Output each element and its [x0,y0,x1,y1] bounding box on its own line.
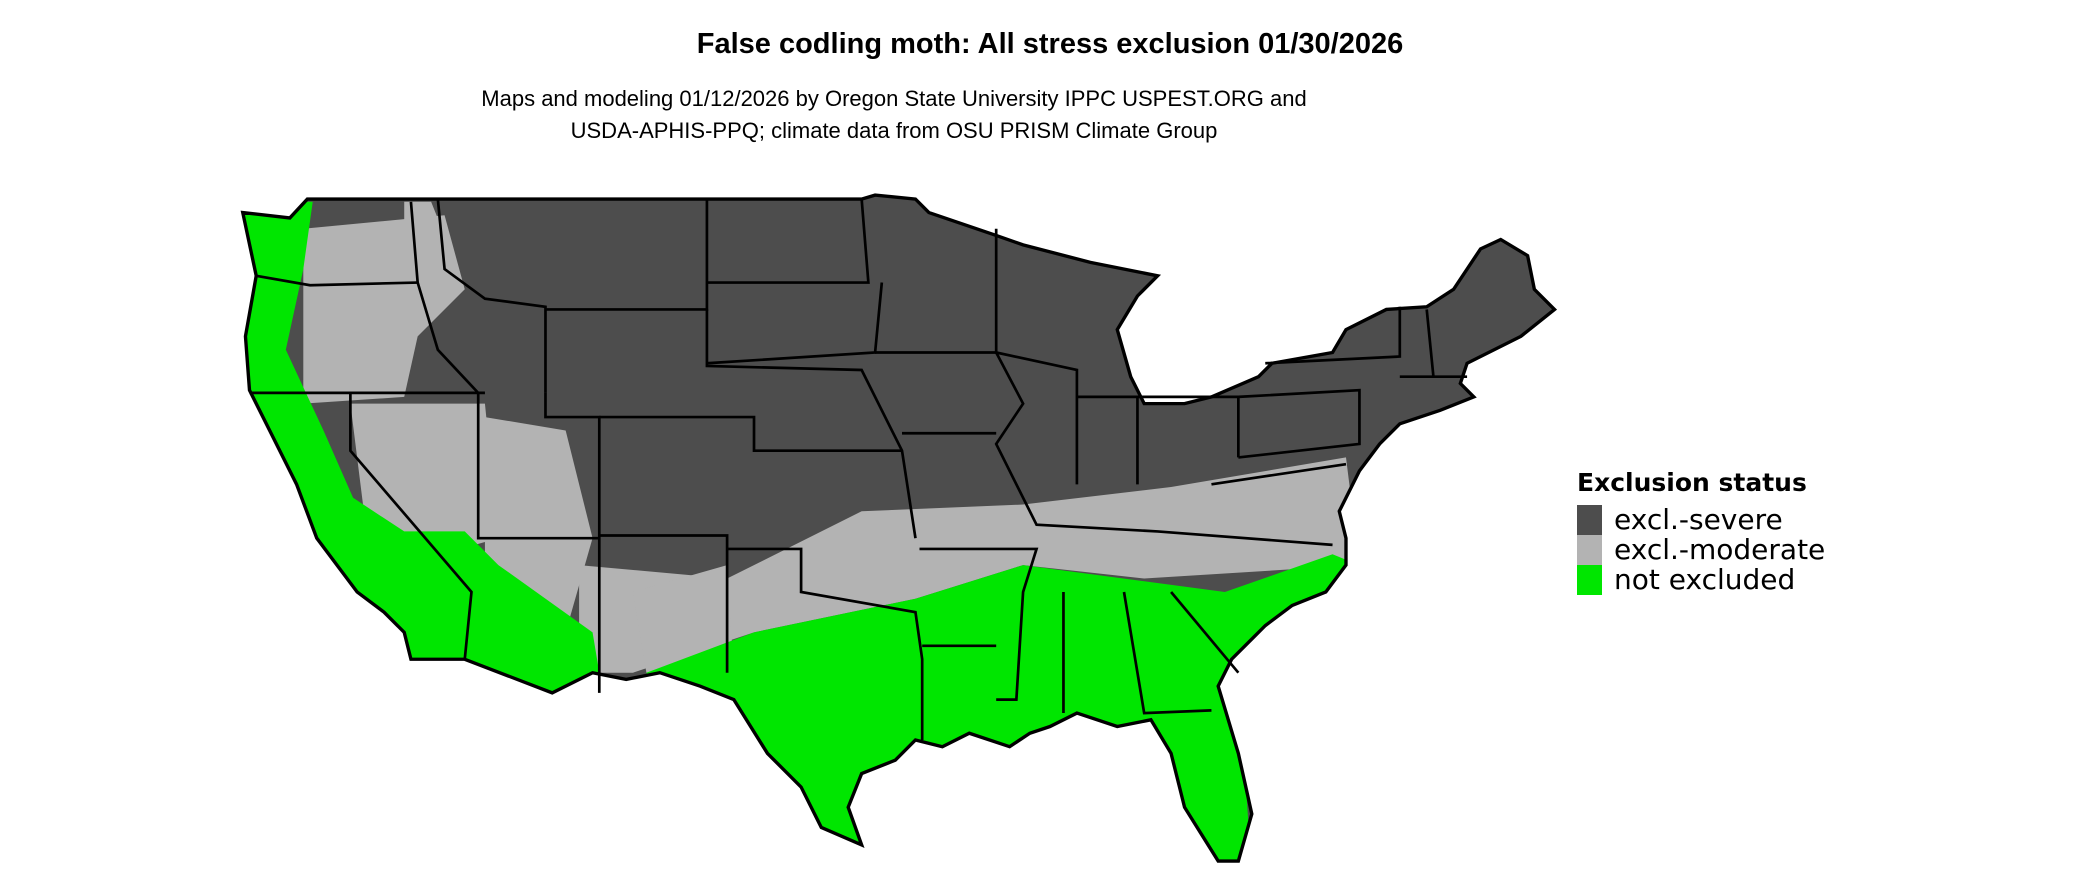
legend-swatch-moderate [1577,535,1602,565]
legend-label: not excluded [1614,563,1796,596]
legend-label: excl.-severe [1614,503,1783,536]
legend-item-not-excluded: not excluded [1577,565,1825,595]
state-borders [249,198,1468,740]
subtitle-line-1: Maps and modeling 01/12/2026 by Oregon S… [481,86,1307,111]
legend-item-moderate: excl.-moderate [1577,535,1825,565]
legend-title: Exclusion status [1577,468,1807,497]
map-title: False codling moth: All stress exclusion… [696,28,1404,60]
subtitle-line-2: USDA-APHIS-PPQ; climate data from OSU PR… [570,118,1218,143]
legend-item-severe: excl.-severe [1577,505,1825,535]
legend-swatch-not-excluded [1577,565,1602,595]
legend-label: excl.-moderate [1614,533,1826,566]
legend: Exclusion status excl.-severe excl.-mode… [1577,468,1825,595]
legend-swatch-severe [1577,505,1602,535]
